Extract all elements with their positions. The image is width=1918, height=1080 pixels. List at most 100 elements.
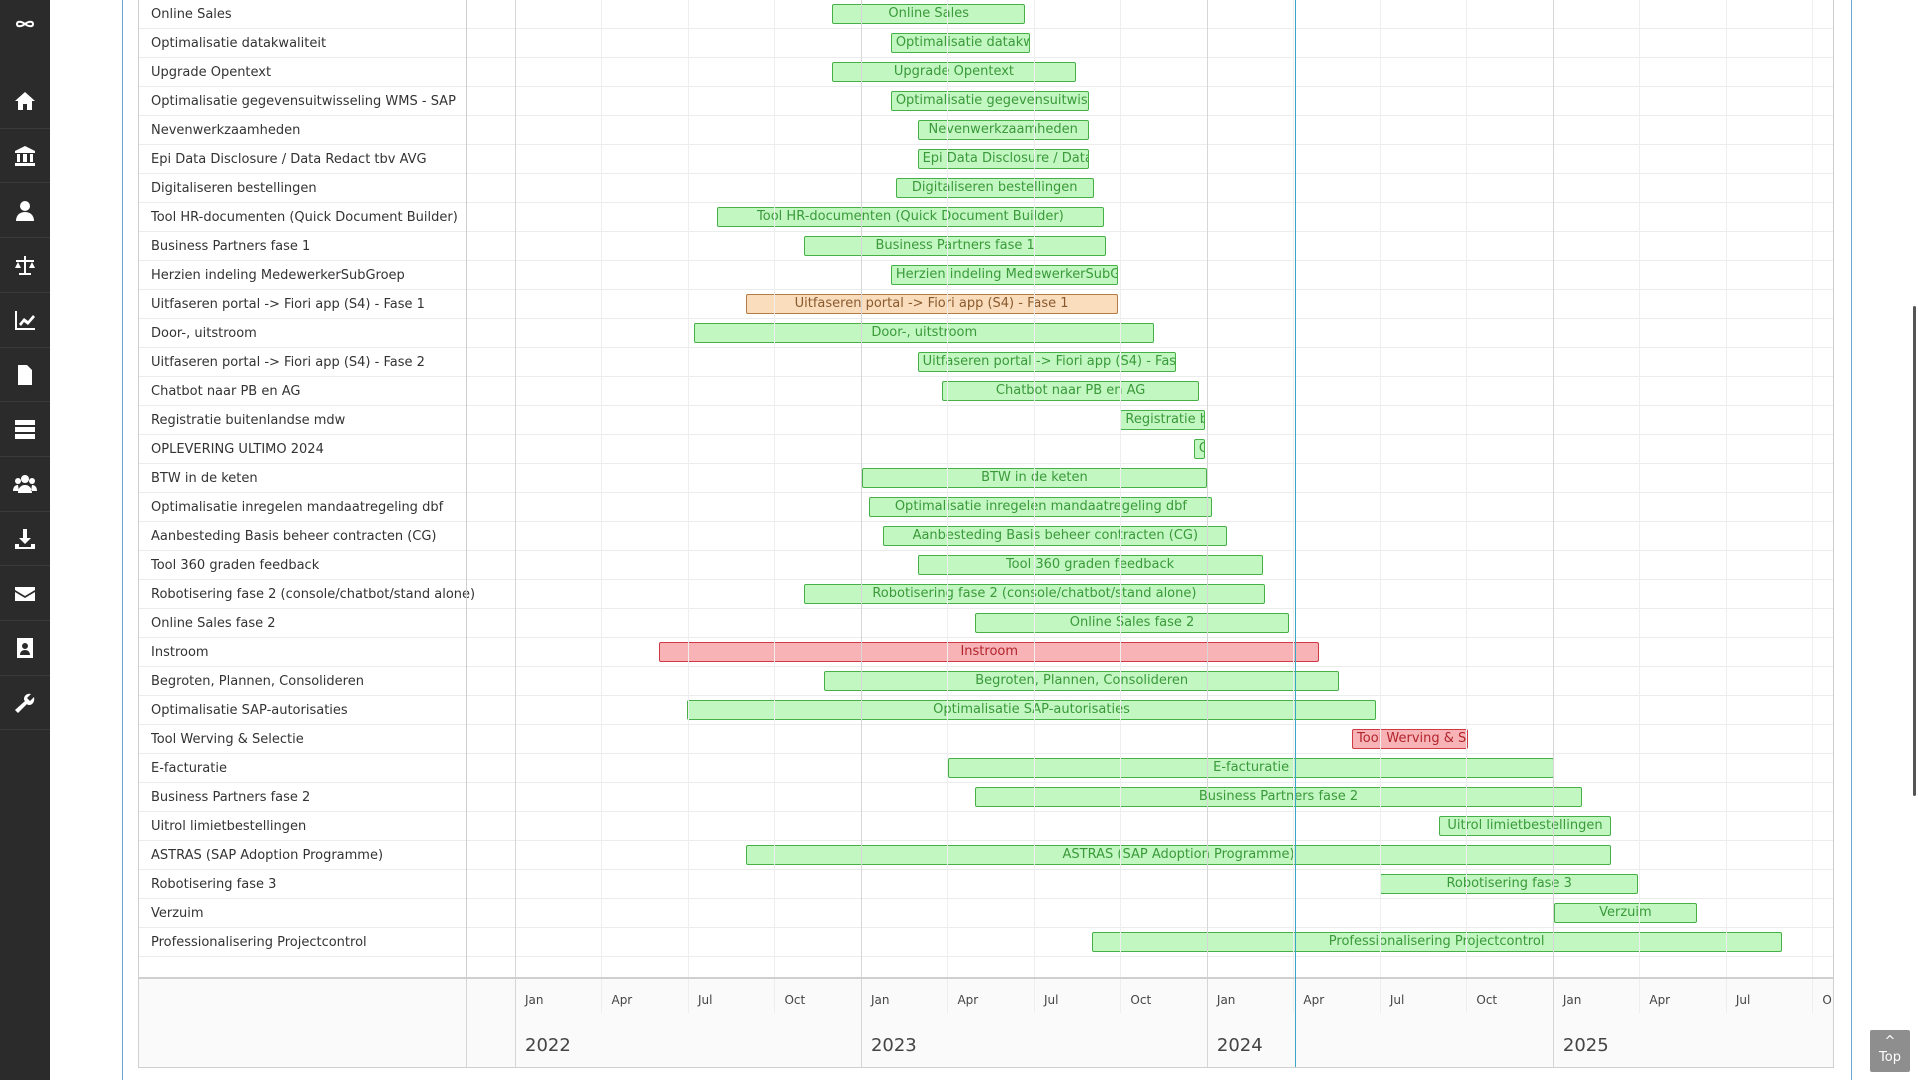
task-bar[interactable]: E-facturatie [948, 758, 1554, 778]
axis-gridline [1725, 979, 1727, 1013]
task-row: Door-, uitstroom Door-, uitstroom [139, 319, 1833, 348]
task-label: Robotisering fase 3 [151, 877, 277, 892]
task-row: Nevenwerkzaamheden Nevenwerkzaamheden [139, 116, 1833, 145]
content-frame [122, 0, 1852, 1080]
task-bar[interactable]: Optimalisatie inregelen mandaatregeling … [869, 497, 1213, 517]
axis-gridline [1206, 979, 1208, 1067]
year-label: 2025 [1562, 1035, 1609, 1056]
task-label: ASTRAS (SAP Adoption Programme) [151, 848, 384, 863]
task-bar[interactable]: Instroom [659, 642, 1320, 662]
task-row: Registratie buitenlandse mdw Registratie … [139, 406, 1833, 435]
task-label: Instroom [151, 645, 209, 660]
task-row: Epi Data Disclosure / Data Redact tbv AV… [139, 145, 1833, 174]
task-label: Chatbot naar PB en AG [151, 384, 301, 399]
task-row: Tool Werving & Selectie Tool Werving & Se… [139, 725, 1833, 754]
sidebar-item-user[interactable] [0, 184, 50, 239]
month-tick-label: Oct [784, 993, 806, 1007]
quarter-gridline [1293, 0, 1295, 977]
task-bar[interactable]: Registratie buitenlandse mdw [1120, 410, 1206, 430]
task-bar[interactable]: Business Partners fase 1 [804, 236, 1106, 256]
sidebar-item-download[interactable] [0, 512, 50, 567]
task-bar[interactable]: Optimalisatie SAP-autorisaties [687, 700, 1377, 720]
task-row: Uitfaseren portal -> Fiori app (S4) - Fa… [139, 290, 1833, 319]
scrollbar-thumb[interactable] [1913, 306, 1916, 796]
year-gridline [1552, 0, 1554, 977]
task-row: Optimalisatie SAP-autorisaties Optimalisa… [139, 696, 1833, 725]
task-label: Epi Data Disclosure / Data Redact tbv AV… [151, 152, 427, 167]
task-bar[interactable]: Upgrade Opentext [832, 62, 1076, 82]
sidebar-item-contact-card[interactable] [0, 622, 50, 676]
sidebar-item-home[interactable] [0, 75, 50, 129]
task-bar[interactable]: OPLEVERING ULTIMO 2024 [1193, 439, 1206, 459]
task-bar[interactable]: Uitrol limietbestellingen [1438, 816, 1612, 836]
month-tick-label: Apr [1649, 993, 1671, 1007]
quarter-gridline [687, 0, 689, 977]
task-bar[interactable]: Nevenwerkzaamheden [917, 120, 1089, 140]
sidebar-item-group[interactable] [0, 458, 50, 512]
task-label: Robotisering fase 2 (console/chatbot/sta… [151, 587, 476, 602]
quarter-gridline [1379, 0, 1381, 977]
task-label: E-facturatie [151, 761, 227, 776]
task-bar[interactable]: Aanbesteding Basis beheer contracten (CG… [883, 526, 1228, 546]
axis-gridline [1552, 979, 1554, 1067]
user-icon [16, 200, 34, 221]
task-label: Uitfaseren portal -> Fiori app (S4) - Fa… [151, 355, 425, 370]
task-bar[interactable]: Uitfaseren portal -> Fiori app (S4) - Fa… [745, 294, 1118, 314]
task-label: Aanbesteding Basis beheer contracten (CG… [151, 529, 437, 544]
sidebar-item-bank[interactable] [0, 129, 50, 184]
axis-gridline [1466, 979, 1468, 1013]
quarter-gridline [1639, 0, 1641, 977]
task-label: Begroten, Plannen, Consolideren [151, 674, 364, 689]
task-bar[interactable]: Uitfaseren portal -> Fiori app (S4) - Fa… [917, 352, 1177, 372]
sidebar-item-server[interactable] [0, 403, 50, 457]
task-bar[interactable]: Epi Data Disclosure / Data Redact tbv AV… [917, 149, 1089, 169]
task-bar[interactable]: Tool 360 graden feedback [917, 555, 1263, 575]
task-bar[interactable]: Professionalisering Projectcontrol [1091, 932, 1782, 952]
sidebar-item-document[interactable] [0, 348, 50, 403]
sidebar-item-chart[interactable] [0, 294, 50, 348]
task-bar[interactable]: Door-, uitstroom [694, 323, 1155, 343]
task-bar[interactable]: Online Sales [832, 4, 1026, 24]
task-row: Aanbesteding Basis beheer contracten (CG… [139, 522, 1833, 551]
home-icon [15, 92, 35, 111]
today-marker [1295, 0, 1297, 1067]
task-bar[interactable]: Optimalisatie datakwaliteit [890, 33, 1031, 53]
month-tick-label: Jul [1389, 993, 1405, 1007]
task-row: Robotisering fase 3 Robotisering fase 3 [139, 870, 1833, 899]
scroll-to-top-button[interactable]: ^ Top [1870, 1030, 1910, 1072]
task-bar[interactable]: Herzien indeling MedewerkerSubGroep [890, 265, 1118, 285]
task-row: BTW in de keten BTW in de keten [139, 464, 1833, 493]
year-gridline [1206, 0, 1208, 977]
task-bar[interactable]: Begroten, Plannen, Consolideren [824, 671, 1339, 691]
task-bar[interactable]: Digitaliseren bestellingen [895, 178, 1094, 198]
month-tick-label: Jul [1735, 993, 1751, 1007]
task-label: Registratie buitenlandse mdw [151, 413, 346, 428]
document-icon [18, 364, 32, 385]
task-bar[interactable]: Robotisering fase 3 [1379, 874, 1639, 894]
sidebar-item-scales[interactable] [0, 239, 50, 293]
quarter-gridline [1725, 0, 1727, 977]
task-row: Instroom Instroom [139, 638, 1833, 667]
task-row: Optimalisatie gegevensuitwisseling WMS -… [139, 87, 1833, 116]
year-label: 2023 [870, 1035, 917, 1056]
axis-gridline [515, 979, 516, 1067]
year-label: 2024 [1216, 1035, 1263, 1056]
task-bar[interactable]: Verzuim [1553, 903, 1698, 923]
quarter-gridline [1466, 0, 1468, 977]
quarter-gridline [1033, 0, 1035, 977]
task-bar[interactable]: Chatbot naar PB en AG [941, 381, 1200, 401]
task-label: Herzien indeling MedewerkerSubGroep [151, 268, 405, 283]
task-bar[interactable]: Tool Werving & Selectie [1352, 729, 1469, 749]
task-bar[interactable]: Online Sales fase 2 [975, 613, 1289, 633]
task-bar[interactable]: Tool HR-documenten (Quick Document Build… [716, 207, 1105, 227]
sidebar-item-logo[interactable] [0, 0, 50, 48]
task-bar[interactable]: Business Partners fase 2 [975, 787, 1582, 807]
top-label: Top [1879, 1050, 1901, 1065]
task-bar[interactable]: Optimalisatie gegevensuitwisseling WMS -… [890, 91, 1089, 111]
sidebar-item-wrench[interactable] [0, 676, 50, 731]
month-tick-label: Apr [611, 993, 633, 1007]
task-bar[interactable]: ASTRAS (SAP Adoption Programme) [745, 845, 1612, 865]
timeline-axis: Jan Apr Jul Oct Jan Apr Jul Oct Jan Apr Jul Oct Jan A… [139, 977, 1833, 1067]
contact-card-icon [17, 638, 33, 659]
sidebar-item-envelope[interactable] [0, 567, 50, 621]
